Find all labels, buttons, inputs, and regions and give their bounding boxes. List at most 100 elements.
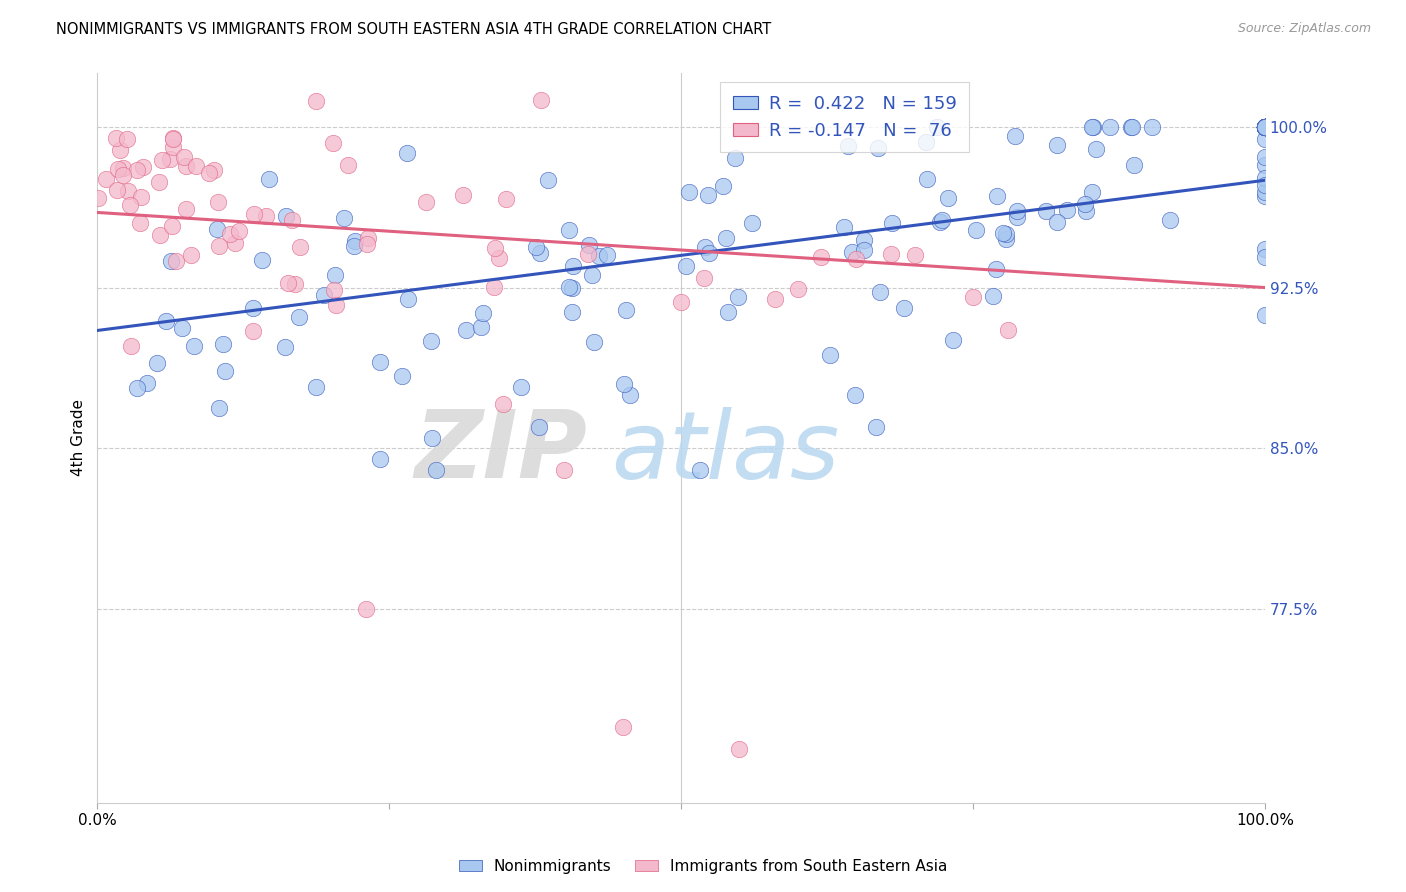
Point xyxy=(928,214,950,228)
Point xyxy=(612,720,634,734)
Point xyxy=(583,334,606,349)
Point xyxy=(695,240,717,254)
Point xyxy=(214,363,236,377)
Point xyxy=(1254,120,1277,134)
Point xyxy=(87,191,110,205)
Point xyxy=(786,282,808,296)
Point xyxy=(224,236,246,251)
Point xyxy=(991,227,1014,241)
Point xyxy=(115,132,138,146)
Point xyxy=(218,227,240,242)
Text: Source: ZipAtlas.com: Source: ZipAtlas.com xyxy=(1237,22,1371,36)
Point xyxy=(183,339,205,353)
Point xyxy=(1254,120,1277,134)
Point xyxy=(256,210,278,224)
Point xyxy=(904,248,927,262)
Point xyxy=(845,252,868,266)
Point xyxy=(228,224,250,238)
Point xyxy=(1254,120,1277,134)
Point xyxy=(155,314,177,328)
Point xyxy=(1254,120,1277,134)
Point xyxy=(1005,203,1028,218)
Point xyxy=(1254,120,1277,134)
Point xyxy=(995,227,1018,241)
Point xyxy=(207,195,229,210)
Point xyxy=(1123,158,1146,172)
Point xyxy=(277,277,299,291)
Point xyxy=(1254,120,1277,134)
Point xyxy=(162,140,184,154)
Point xyxy=(242,324,264,338)
Point xyxy=(1254,120,1277,134)
Point xyxy=(176,159,198,173)
Point xyxy=(105,131,128,145)
Point xyxy=(107,162,129,177)
Point xyxy=(391,369,413,384)
Point xyxy=(716,305,738,319)
Point xyxy=(1254,120,1277,134)
Point xyxy=(159,152,181,166)
Point xyxy=(741,217,763,231)
Point xyxy=(1074,203,1097,218)
Point xyxy=(925,120,948,134)
Point xyxy=(112,169,135,183)
Point xyxy=(395,145,418,160)
Point xyxy=(484,279,506,293)
Point xyxy=(853,244,876,258)
Point xyxy=(1035,204,1057,219)
Point xyxy=(1084,142,1107,156)
Point xyxy=(1254,120,1277,134)
Point xyxy=(94,172,117,186)
Point xyxy=(1254,120,1277,134)
Point xyxy=(893,301,915,315)
Point xyxy=(931,213,953,227)
Point xyxy=(689,463,711,477)
Point xyxy=(915,172,938,186)
Point xyxy=(1254,120,1277,134)
Point xyxy=(763,293,786,307)
Point xyxy=(343,238,366,252)
Point xyxy=(1254,120,1277,134)
Point xyxy=(581,268,603,282)
Point xyxy=(1254,120,1277,134)
Point xyxy=(524,240,547,254)
Point xyxy=(832,220,855,235)
Point xyxy=(202,163,225,178)
Text: atlas: atlas xyxy=(612,407,839,498)
Point xyxy=(1254,120,1277,134)
Point xyxy=(1254,120,1277,134)
Point xyxy=(454,323,477,337)
Point xyxy=(675,259,697,273)
Point xyxy=(557,223,579,237)
Point xyxy=(305,95,328,109)
Point xyxy=(1254,150,1277,164)
Point xyxy=(1254,120,1277,134)
Point xyxy=(841,244,863,259)
Point xyxy=(1254,242,1277,256)
Point xyxy=(105,183,128,197)
Point xyxy=(368,355,391,369)
Point xyxy=(1083,120,1105,134)
Point xyxy=(208,401,231,415)
Point xyxy=(1254,120,1277,134)
Point xyxy=(111,161,134,175)
Point xyxy=(173,150,195,164)
Point xyxy=(1254,120,1277,134)
Point xyxy=(1081,186,1104,200)
Point xyxy=(697,246,720,260)
Point xyxy=(356,237,378,252)
Point xyxy=(997,322,1019,336)
Point xyxy=(561,281,583,295)
Point xyxy=(693,270,716,285)
Point xyxy=(616,303,638,318)
Point xyxy=(471,306,494,320)
Point xyxy=(120,339,142,353)
Point xyxy=(724,151,747,165)
Point xyxy=(844,388,866,402)
Point xyxy=(1254,120,1277,134)
Point xyxy=(243,207,266,221)
Point xyxy=(619,388,641,402)
Point xyxy=(333,211,356,226)
Point xyxy=(914,135,936,149)
Point xyxy=(818,348,841,362)
